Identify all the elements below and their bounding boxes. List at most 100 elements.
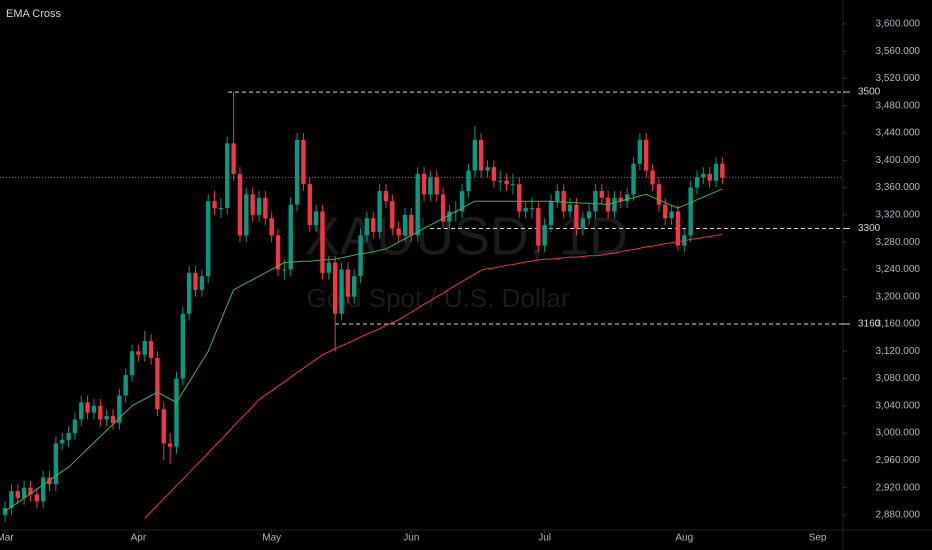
candle-body bbox=[256, 197, 262, 215]
candle-body bbox=[523, 208, 528, 212]
candle-body bbox=[650, 170, 655, 185]
watermark-subtitle: Gold Spot / U.S. Dollar bbox=[307, 283, 570, 313]
y-tick-label: 2,960.000 bbox=[876, 455, 921, 466]
x-tick-label: Aug bbox=[675, 533, 693, 544]
candle-body bbox=[555, 190, 560, 202]
candle-body bbox=[713, 163, 719, 181]
candle-body bbox=[148, 341, 154, 359]
candle-body bbox=[421, 173, 427, 195]
candle-body bbox=[720, 163, 725, 178]
candle-body bbox=[142, 341, 147, 355]
candle-body bbox=[34, 494, 40, 502]
candle-body bbox=[498, 180, 503, 182]
candle-body bbox=[244, 194, 249, 236]
candle-body bbox=[275, 235, 281, 270]
candle-body bbox=[85, 402, 90, 413]
candle-body bbox=[707, 173, 712, 181]
candle-body bbox=[104, 416, 109, 420]
candle-body bbox=[529, 208, 535, 210]
candle-body bbox=[371, 218, 376, 232]
candle-body bbox=[466, 170, 471, 191]
candle-body bbox=[129, 351, 135, 376]
candle-body bbox=[136, 351, 141, 355]
candle-body bbox=[580, 218, 585, 229]
candle-body bbox=[40, 477, 46, 502]
candle-body bbox=[644, 139, 649, 171]
y-tick-label: 3,480.000 bbox=[876, 100, 921, 111]
candle-body bbox=[599, 190, 604, 198]
candle-body bbox=[701, 173, 706, 178]
candle-body bbox=[485, 167, 490, 171]
y-tick-label: 3,040.000 bbox=[876, 400, 921, 411]
candle-body bbox=[637, 139, 643, 164]
candle-body bbox=[352, 276, 357, 297]
candle-body bbox=[225, 143, 230, 209]
x-tick-label: Mar bbox=[0, 533, 14, 544]
y-tick-label: 2,920.000 bbox=[876, 482, 921, 493]
candle-body bbox=[9, 491, 14, 509]
candle-body bbox=[79, 402, 84, 420]
candle-body bbox=[631, 163, 636, 195]
candle-body bbox=[218, 208, 224, 210]
y-tick-label: 3,400.000 bbox=[876, 155, 921, 166]
candle-body bbox=[47, 477, 52, 485]
candle-body bbox=[180, 313, 186, 379]
x-tick-label: Apr bbox=[131, 533, 147, 544]
candle-body bbox=[206, 201, 211, 277]
level-label: 3300 bbox=[858, 223, 881, 234]
watermark: XAUUSD, 1D bbox=[304, 206, 628, 266]
candle-body bbox=[536, 208, 541, 246]
y-tick-label: 3,120.000 bbox=[876, 346, 921, 357]
candle-body bbox=[510, 184, 516, 186]
candle-body bbox=[396, 228, 401, 236]
candle-body bbox=[53, 443, 59, 485]
level-label: 3500 bbox=[858, 87, 881, 98]
candle-body bbox=[409, 214, 414, 236]
candle-body bbox=[123, 375, 128, 396]
candle-body bbox=[624, 194, 630, 202]
candle-body bbox=[447, 211, 452, 222]
candle-body bbox=[288, 204, 293, 270]
candle-body bbox=[612, 197, 617, 212]
chart-title: EMA Cross bbox=[6, 8, 62, 20]
y-tick-label: 3,360.000 bbox=[876, 182, 921, 193]
candle-body bbox=[574, 204, 579, 229]
candle-body bbox=[491, 167, 497, 181]
candle-body bbox=[21, 487, 27, 498]
candle-body bbox=[656, 184, 662, 205]
candle-body bbox=[675, 211, 681, 246]
candle-body bbox=[440, 194, 446, 222]
candle-body bbox=[72, 419, 78, 434]
candle-body bbox=[110, 416, 116, 423]
candle-body bbox=[263, 197, 268, 219]
y-tick-label: 3,000.000 bbox=[876, 428, 921, 439]
candle-body bbox=[459, 190, 465, 212]
candle-body bbox=[174, 378, 179, 447]
candle-body bbox=[548, 201, 554, 226]
candle-body bbox=[694, 177, 700, 188]
candle-body bbox=[383, 190, 389, 202]
candle-body bbox=[294, 139, 300, 205]
candle-body bbox=[28, 487, 33, 495]
candle-body bbox=[326, 262, 332, 273]
x-tick-label: Jun bbox=[403, 533, 419, 544]
y-tick-label: 3,160.000 bbox=[876, 319, 921, 330]
candle-body bbox=[167, 443, 173, 447]
candle-body bbox=[269, 218, 274, 236]
candle-body bbox=[517, 184, 522, 212]
candle-body bbox=[593, 190, 598, 212]
candle-body bbox=[663, 204, 668, 219]
level-label: 3160 bbox=[858, 319, 881, 330]
candle-body bbox=[332, 262, 338, 314]
candle-body bbox=[472, 139, 478, 171]
candle-body bbox=[15, 491, 20, 498]
candle-body bbox=[561, 190, 566, 212]
y-tick-label: 3,200.000 bbox=[876, 291, 921, 302]
candle-body bbox=[193, 272, 198, 290]
candle-body bbox=[339, 269, 344, 314]
ema-line bbox=[4, 188, 723, 512]
candle-body bbox=[402, 214, 408, 236]
y-tick-label: 3,280.000 bbox=[876, 237, 921, 248]
candle-body bbox=[91, 405, 97, 413]
